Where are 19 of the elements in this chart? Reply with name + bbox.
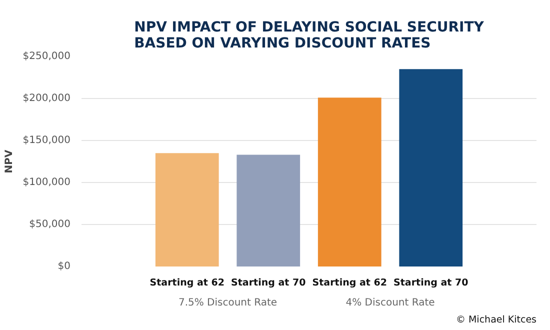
bar — [318, 98, 382, 266]
text: 4% Discount Rate — [346, 298, 435, 308]
text: © Michael Kitces — [456, 314, 537, 326]
y-axis-title: NPV — [4, 150, 15, 174]
text: 7.5% Discount Rate — [178, 298, 278, 308]
y-tick-label: $100,000 — [22, 177, 71, 188]
y-tick-label: $250,000 — [22, 51, 71, 62]
x-tick-label: Starting at 62 — [312, 278, 387, 288]
x-tick-label: Starting at 62 — [150, 278, 224, 288]
x-tick-label: Starting at 70 — [231, 278, 306, 288]
bar — [236, 154, 300, 266]
chart-title: NPV IMPACT OF DELAYING SOCIAL SECURITY BASED ON VARYING DISCOUNT RATES — [134, 20, 485, 52]
bar — [399, 69, 463, 266]
y-tick-label: $0 — [58, 261, 71, 272]
y-tick-label: $150,000 — [22, 135, 71, 146]
x-tick-label: Starting at 70 — [394, 278, 469, 288]
y-tick-label: $50,000 — [29, 219, 71, 230]
bar — [155, 153, 219, 266]
y-tick-label: $200,000 — [22, 93, 71, 104]
